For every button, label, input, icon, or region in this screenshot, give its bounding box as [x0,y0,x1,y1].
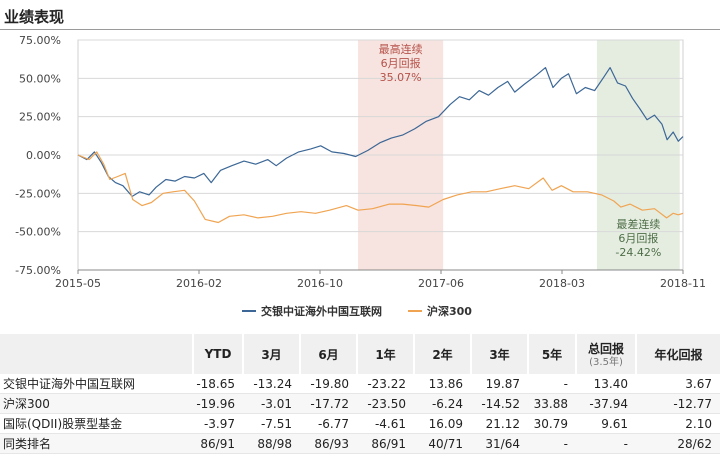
x-tick-label: 2015-05 [55,277,101,290]
table-cell: -19.96 [193,393,243,414]
row-label: 交银中证海外中国互联网 [0,374,193,394]
table-header-cell: 1年 [356,334,414,374]
table-cell: 19.87 [471,374,528,394]
table-header-cell: 5年 [527,334,576,374]
table-header-label: 6月 [318,347,339,362]
table-cell: -23.50 [357,393,414,414]
y-tick-label: -25.00% [15,187,61,200]
table-cell: 9.61 [576,413,636,434]
table-cell: 3.67 [636,374,720,394]
table-header-label: 1年 [375,347,396,362]
table-row: 交银中证海外中国互联网 -18.65 -13.24 -19.80 -23.22 13.86… [0,374,720,394]
table-header-label: 年化回报 [654,347,703,362]
highlight-label-2: 6月回报 [618,231,658,245]
highlight-label-1: 35.07% [380,71,422,84]
y-tick-label: 25.00% [19,111,61,124]
table-header-label: 3月 [261,347,282,362]
highlight-label-1: 6月回报 [381,56,421,70]
table-cell: -17.72 [300,393,357,414]
table-cell: 40/71 [414,433,471,454]
table-header-label: 5年 [541,347,563,362]
table-row: 国际(QDII)股票型基金 -3.97 -7.51 -6.77 -4.61 16.09 21… [0,413,720,434]
table-header-cell: 年化回报 [635,334,720,374]
table-body: 交银中证海外中国互联网 -18.65 -13.24 -19.80 -23.22 13.86… [0,374,720,454]
row-label: 沪深300 [0,393,193,414]
table-cell: 31/64 [471,433,528,454]
table-cell: -3.97 [193,413,243,434]
table-header-cell: 3月 [242,334,300,374]
section-header: 业绩表现 [0,0,720,30]
table-cell: 16.09 [414,413,471,434]
table-cell: 86/91 [193,433,243,454]
table-cell: - [528,374,576,394]
performance-chart: 75.00% 50.00% 25.00% 0.00% -25.00% -50.00% -75… [15,34,706,318]
table-header-cell: 6月 [299,334,357,374]
table-cell: -14.52 [471,393,528,414]
table-cell: -12.77 [636,393,720,414]
x-tick-label: 2016-02 [176,277,222,290]
table-cell: 33.88 [528,393,576,414]
x-tick-label: 2017-06 [418,277,464,290]
table-header-cell: 2年 [413,334,471,374]
table-cell: -19.80 [300,374,357,394]
row-label: 同类排名 [0,433,193,454]
series-line-1 [77,66,684,197]
table-cell: - [576,433,636,454]
table-cell: -18.65 [193,374,243,394]
table-cell: -3.01 [243,393,300,414]
highlight-label-2: -24.42% [615,246,661,259]
table-header-cell: YTD [192,334,243,374]
table-cell: -13.24 [243,374,300,394]
table-header-cell: 总回报 (3.5年) [575,334,636,374]
x-tick-label: 2016-10 [297,277,343,290]
table-cell: -6.77 [300,413,357,434]
table-header-label: 3年 [489,347,510,362]
y-tick-label: 50.00% [19,72,61,85]
legend-label-1: 交银中证海外中国互联网 [261,304,382,318]
table-cell: 2.10 [636,413,720,434]
y-tick-label: -50.00% [15,226,61,239]
highlight-label-2: 最差连续 [616,217,660,231]
table-cell: 21.12 [471,413,528,434]
table-cell: 86/91 [357,433,414,454]
legend-label-2: 沪深300 [427,304,472,318]
table-cell: -4.61 [357,413,414,434]
highlight-label-1: 最高连续 [379,42,423,56]
table-cell: 30.79 [528,413,576,434]
table-cell: 13.40 [576,374,636,394]
y-tick-label: 75.00% [19,34,61,47]
table-cell: 13.86 [414,374,471,394]
row-label: 国际(QDII)股票型基金 [0,413,193,434]
table-header-row: YTD 3月 6月 1年 2年 3年 5年 总回报 (3.5年) 年化回报 [0,334,720,374]
performance-table: YTD 3月 6月 1年 2年 3年 5年 总回报 (3.5年) 年化回报 交银中证海外中国互联网… [0,334,720,454]
table-header-label: YTD [204,347,232,361]
table-header-cell [0,334,193,374]
table-header-sublabel: (3.5年) [589,356,623,368]
table-row: 沪深300 -19.96 -3.01 -17.72 -23.50 -6.24 -14.52 3… [0,393,720,414]
table-cell: -7.51 [243,413,300,434]
table-cell: 88/98 [243,433,300,454]
section-title: 业绩表现 [4,8,65,26]
table-cell: -6.24 [414,393,471,414]
table-cell: - [528,433,576,454]
x-tick-label: 2018-03 [539,277,585,290]
y-tick-label: -75.00% [15,264,61,277]
table-header-label: 总回报 [587,341,624,356]
table-cell: -37.94 [576,393,636,414]
series-line-2 [77,151,684,224]
table-cell: 28/62 [636,433,720,454]
table-header-label: 2年 [432,347,453,362]
table-cell: 86/93 [300,433,357,454]
table-cell: -23.22 [357,374,414,394]
y-tick-label: 0.00% [26,149,61,162]
x-tick-label: 2018-11 [660,277,706,290]
table-row: 同类排名 86/91 88/98 86/93 86/91 40/71 31/64- -28/6… [0,433,720,454]
table-header-cell: 3年 [470,334,528,374]
